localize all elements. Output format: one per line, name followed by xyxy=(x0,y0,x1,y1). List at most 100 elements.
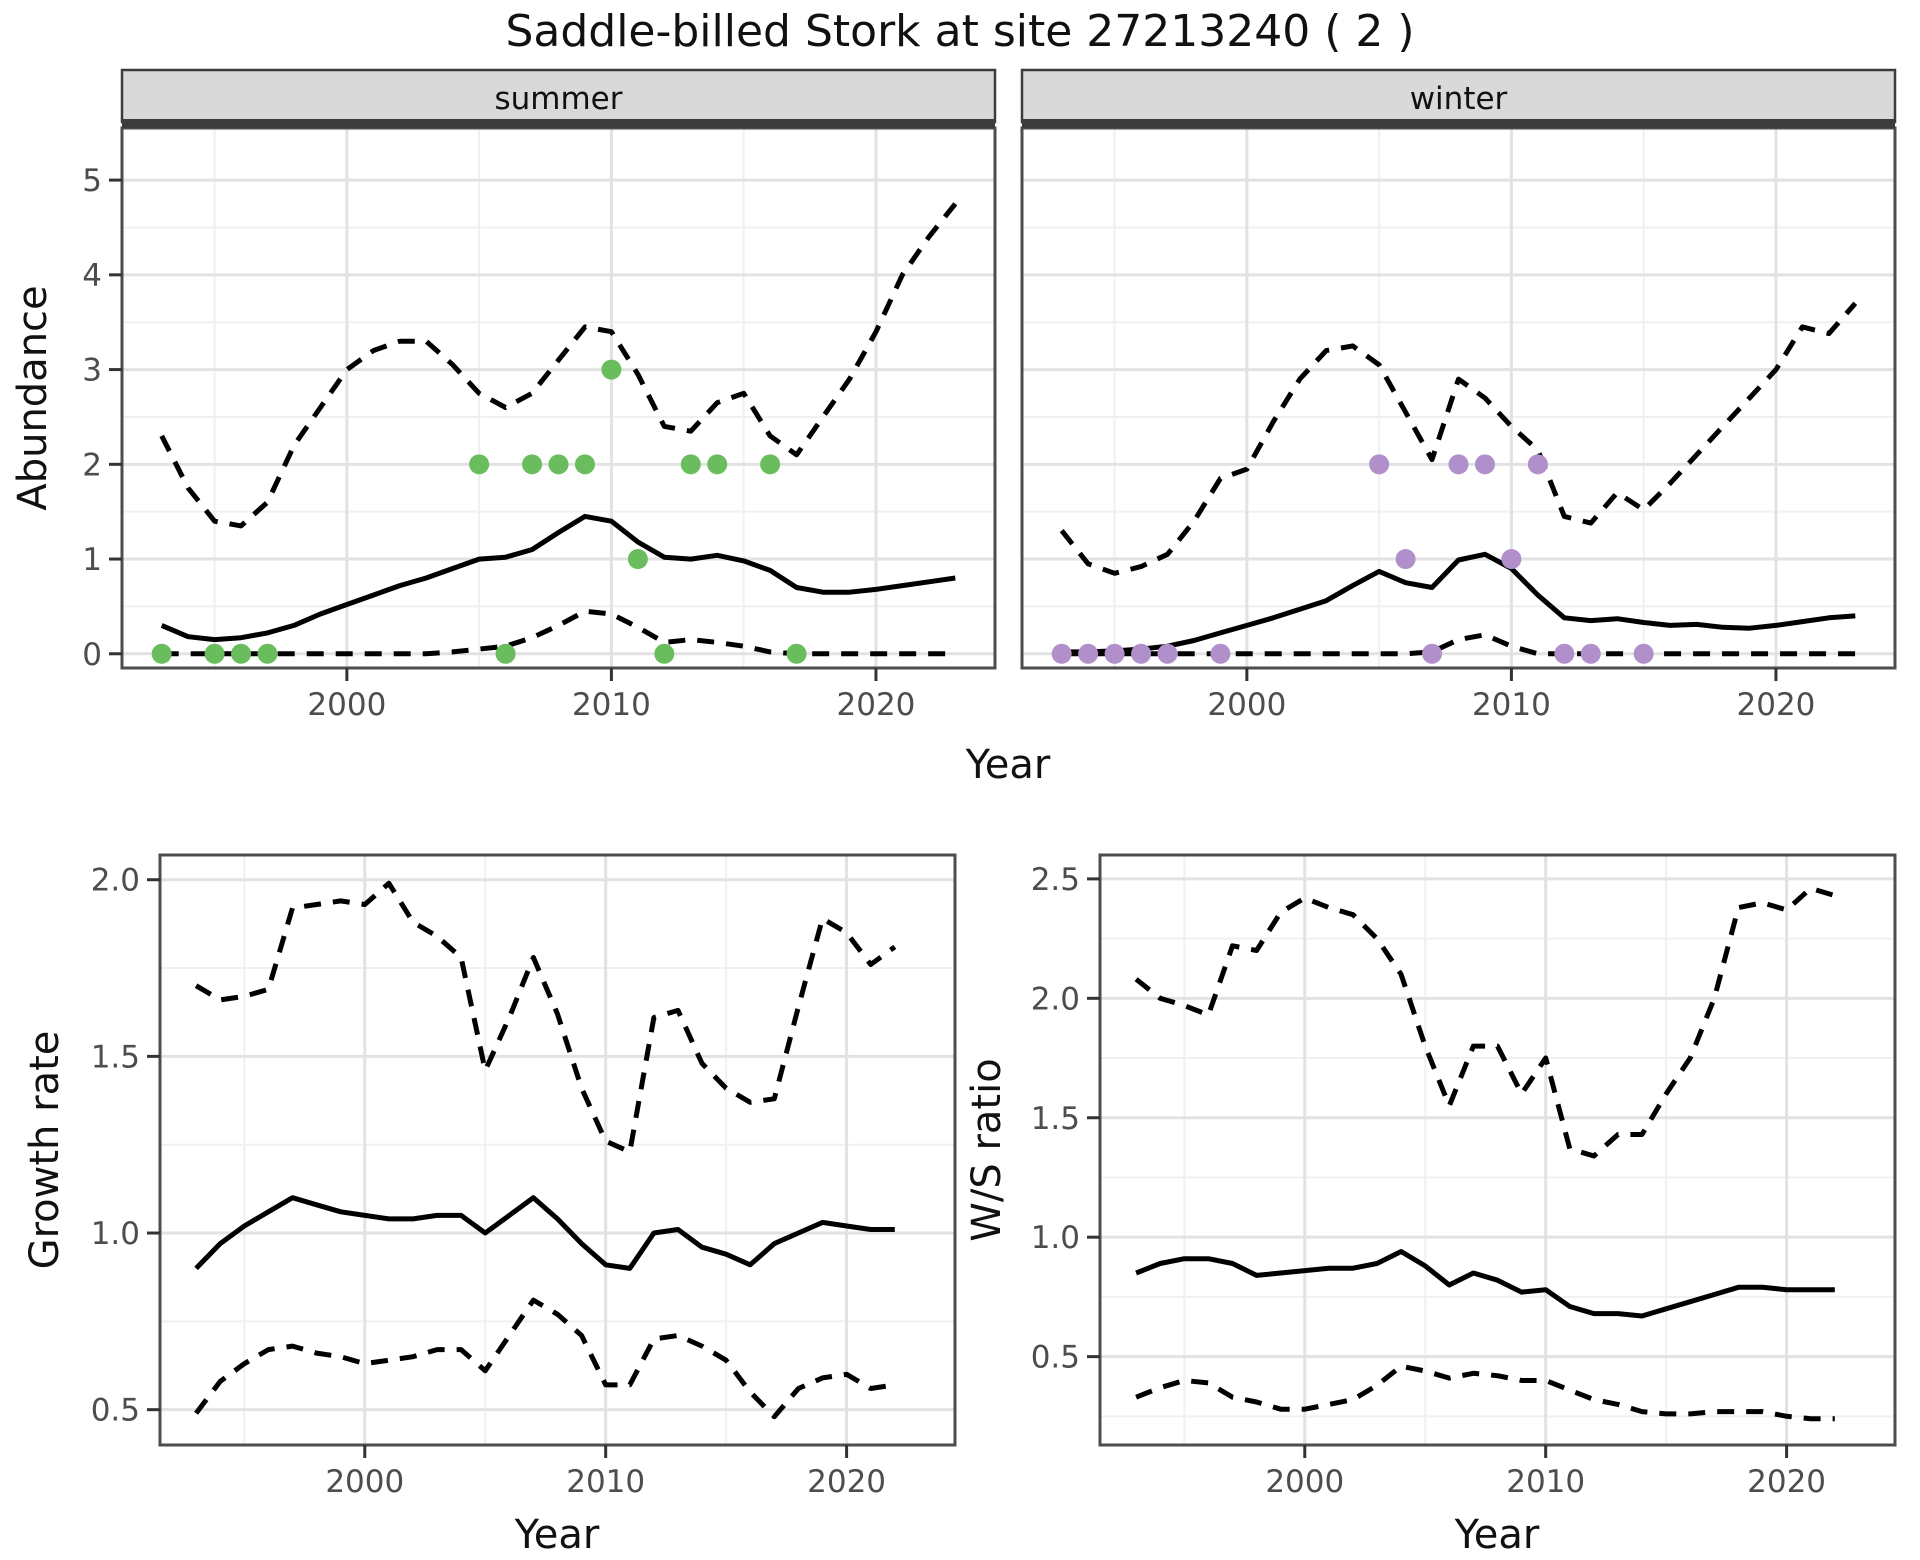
x-tick-label: 2020 xyxy=(1737,687,1816,723)
observed-point xyxy=(1422,643,1443,664)
y-axis-title-growth-rate: Growth rate xyxy=(22,1031,68,1270)
panel-background xyxy=(122,128,995,668)
series-fitted-line xyxy=(1061,551,1856,655)
observed-point xyxy=(1395,549,1416,570)
series-fitted-line xyxy=(1135,1249,1835,1319)
y-tick-label: 2.0 xyxy=(91,863,140,899)
y-axis-title-abundance: Abundance xyxy=(10,285,56,510)
panel-border xyxy=(1098,853,1897,1447)
facet-strip-box xyxy=(120,68,997,124)
y-tick-label: 1.0 xyxy=(91,1216,140,1252)
observed-point xyxy=(654,643,675,664)
gridlines xyxy=(160,855,955,1445)
y-tick-label: 1.5 xyxy=(91,1039,140,1075)
series-upper_ci-line xyxy=(159,202,958,529)
observed-points xyxy=(1051,454,1654,664)
series-upper_ci-line xyxy=(1134,885,1836,1159)
panel-abundance-summer: summer 2000 2010 2020 0 1 2 3 4 5 xyxy=(82,68,997,723)
observed-point xyxy=(204,643,225,664)
x-tick-label: 2020 xyxy=(807,1464,886,1500)
facet-strip-box xyxy=(1020,68,1897,124)
x-axis-ticks: 2000 2010 2020 xyxy=(325,1445,886,1500)
x-tick-label: 2000 xyxy=(1207,687,1286,723)
observed-point xyxy=(1527,454,1548,475)
series-lower_ci-line xyxy=(161,608,956,657)
y-tick-label: 0.5 xyxy=(1031,1340,1080,1376)
y-tick-label: 1.5 xyxy=(1031,1101,1080,1137)
panel-growth-rate: 2000 2010 2020 0.5 1.0 1.5 2.0 xyxy=(91,853,957,1500)
x-axis-ticks: 2000 2010 2020 xyxy=(1207,668,1815,723)
facet-strip-winter: winter xyxy=(1020,68,1897,128)
x-tick-label: 2020 xyxy=(837,687,916,723)
observed-point xyxy=(707,454,728,475)
observed-point xyxy=(1369,454,1390,475)
panel-border xyxy=(158,853,957,1447)
observed-point xyxy=(1580,643,1601,664)
x-axis-title-year-growth: Year xyxy=(514,1512,600,1558)
panel-ws-ratio: 2000 2010 2020 0.5 1.0 1.5 2.0 2.5 xyxy=(1031,853,1897,1500)
y-axis-ticks: 0.5 1.0 1.5 2.0 xyxy=(91,863,160,1429)
x-tick-label: 2010 xyxy=(566,1464,645,1500)
observed-point xyxy=(1633,643,1654,664)
panel-background xyxy=(1022,128,1895,668)
observed-point xyxy=(1157,643,1178,664)
facet-strip-label: winter xyxy=(1410,81,1508,117)
observed-point xyxy=(1474,454,1495,475)
y-tick-label: 4 xyxy=(82,258,102,294)
facet-strip-label: summer xyxy=(494,81,622,117)
x-tick-label: 2010 xyxy=(572,687,651,723)
observed-point xyxy=(680,454,701,475)
observed-point xyxy=(522,454,543,475)
observed-point xyxy=(231,643,252,664)
plot-title: Saddle-billed Stork at site 27213240 ( 2… xyxy=(505,6,1415,57)
y-tick-label: 5 xyxy=(82,163,102,199)
facet-strip-bar xyxy=(122,119,995,128)
series-fitted-line xyxy=(194,1195,895,1271)
observed-point xyxy=(1501,549,1522,570)
observed-point xyxy=(574,454,595,475)
x-tick-label: 2000 xyxy=(307,687,386,723)
observed-point xyxy=(257,643,278,664)
y-axis-ticks: 0 1 2 3 4 5 xyxy=(82,163,122,673)
observed-point xyxy=(627,549,648,570)
panel-abundance-winter: winter 2000 2010 2020 xyxy=(1020,68,1897,723)
observed-point xyxy=(786,643,807,664)
x-tick-label: 2010 xyxy=(1472,687,1551,723)
y-tick-label: 2.0 xyxy=(1031,981,1080,1017)
facet-strip-bar xyxy=(1022,119,1895,128)
x-tick-label: 2020 xyxy=(1747,1464,1826,1500)
series-lower_ci-line xyxy=(194,1297,896,1420)
observed-point xyxy=(1078,643,1099,664)
observed-point xyxy=(760,454,781,475)
x-tick-label: 2000 xyxy=(325,1464,404,1500)
series-lower_ci-line xyxy=(1135,1363,1835,1422)
observed-point xyxy=(1210,643,1231,664)
y-tick-label: 1 xyxy=(82,542,102,578)
x-axis-ticks: 2000 2010 2020 xyxy=(1265,1445,1826,1500)
observed-point xyxy=(469,454,490,475)
series-upper_ci-line xyxy=(194,880,897,1155)
observed-points xyxy=(151,359,807,664)
x-axis-title-year-top: Year xyxy=(965,742,1051,788)
observed-point xyxy=(548,454,569,475)
series-fitted-line xyxy=(160,513,956,643)
observed-point xyxy=(151,643,172,664)
y-tick-label: 2.5 xyxy=(1031,862,1080,898)
observed-point xyxy=(1104,643,1125,664)
gridlines xyxy=(1100,855,1895,1445)
observed-point xyxy=(1448,454,1469,475)
y-tick-label: 1.0 xyxy=(1031,1220,1080,1256)
series-lower_ci-line xyxy=(1061,632,1856,657)
observed-point xyxy=(1131,643,1152,664)
y-tick-label: 3 xyxy=(82,353,102,389)
y-tick-label: 2 xyxy=(82,447,102,483)
observed-point xyxy=(1554,643,1575,664)
facet-strip-summer: summer xyxy=(120,68,997,128)
x-tick-label: 2000 xyxy=(1265,1464,1344,1500)
y-tick-label: 0.5 xyxy=(91,1393,140,1429)
observed-point xyxy=(601,359,622,380)
x-axis-title-year-ws: Year xyxy=(1454,1512,1540,1558)
x-axis-ticks: 2000 2010 2020 xyxy=(307,668,915,723)
y-axis-title-ws-ratio: W/S ratio xyxy=(964,1058,1010,1241)
